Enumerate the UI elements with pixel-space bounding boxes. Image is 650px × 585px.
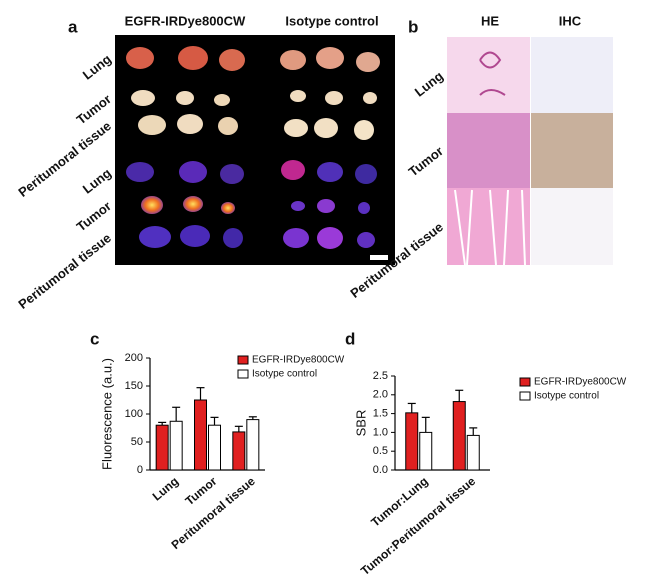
bar bbox=[194, 399, 207, 471]
y-tick-label: 0.0 bbox=[373, 464, 388, 476]
y-tick-label: 1.5 bbox=[373, 408, 388, 420]
legend-label: EGFR-IRDye800CW bbox=[252, 355, 345, 366]
column-header: EGFR-IRDye800CW bbox=[125, 13, 246, 28]
tissue-samples bbox=[126, 46, 388, 260]
y-tick-label: 1.0 bbox=[373, 426, 388, 438]
legend-swatch bbox=[519, 391, 531, 401]
row-label: Tumor bbox=[406, 143, 446, 179]
bar bbox=[232, 431, 246, 471]
bar bbox=[155, 424, 169, 471]
y-tick-label: 2.0 bbox=[373, 389, 388, 401]
legend-label: EGFR-IRDye800CW bbox=[534, 377, 627, 388]
legend-swatch bbox=[237, 355, 249, 365]
bar bbox=[405, 412, 419, 471]
bar bbox=[246, 419, 260, 471]
bar bbox=[169, 420, 183, 471]
y-axis-label: Fluorescence (a.u.) bbox=[99, 358, 114, 470]
legend-label: Isotype control bbox=[534, 391, 599, 402]
row-label: Peritumoral tissue bbox=[15, 230, 114, 312]
column-header: HE bbox=[481, 13, 499, 28]
y-tick-label: 50 bbox=[131, 436, 143, 448]
row-label: Lung bbox=[80, 51, 114, 82]
y-tick-label: 0.5 bbox=[373, 445, 388, 457]
legend-swatch bbox=[519, 377, 531, 387]
y-tick-label: 200 bbox=[125, 352, 143, 364]
column-header: Isotype control bbox=[285, 13, 378, 28]
bar bbox=[419, 431, 433, 471]
y-tick-label: 150 bbox=[125, 380, 143, 392]
histology-images bbox=[447, 37, 613, 266]
panel-label: c bbox=[90, 329, 99, 348]
bar bbox=[452, 401, 466, 471]
x-tick-label: Lung bbox=[150, 474, 181, 504]
y-tick-label: 0 bbox=[137, 464, 143, 476]
panel-label: b bbox=[408, 17, 418, 36]
row-label: Lung bbox=[80, 165, 114, 196]
ex-vivo-image bbox=[115, 35, 395, 265]
y-tick-label: 2.5 bbox=[373, 370, 388, 382]
y-axis-label: SBR bbox=[353, 410, 368, 437]
panel-label: d bbox=[345, 329, 355, 348]
bar bbox=[466, 434, 480, 471]
panel-label: a bbox=[68, 17, 78, 36]
legend-label: Isotype control bbox=[252, 369, 317, 380]
y-tick-label: 100 bbox=[125, 408, 143, 420]
row-label: Lung bbox=[412, 68, 446, 99]
row-label: Tumor bbox=[74, 91, 114, 127]
bar bbox=[208, 424, 221, 471]
column-header: IHC bbox=[559, 13, 582, 28]
row-label: Tumor bbox=[74, 198, 114, 234]
legend-swatch bbox=[237, 369, 249, 379]
